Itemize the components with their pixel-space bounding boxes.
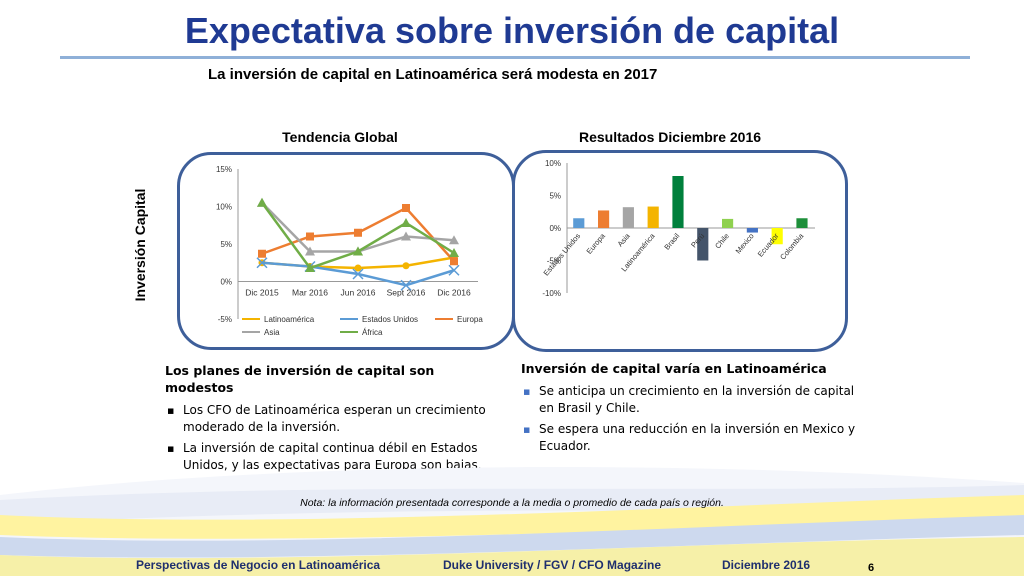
x-tick-label: Europa	[585, 231, 608, 256]
bar	[771, 228, 783, 245]
y-axis-label: Inversión Capital	[132, 188, 148, 302]
x-tick-label: Dic 2016	[437, 288, 471, 298]
footer-right: Diciembre 2016	[722, 558, 811, 572]
bar-chart: -10%-5%0%5%10%Estados Unidos Europa AsiaLa…	[542, 159, 815, 298]
data-point	[354, 264, 362, 272]
data-point	[305, 246, 315, 256]
left-bullet-block: Los planes de inversión de capital son m…	[165, 362, 495, 478]
x-tick-label: Mexico	[734, 232, 756, 256]
right-heading: Inversión de capital varía en Latinoamér…	[521, 361, 827, 376]
data-point	[258, 249, 266, 258]
bar-chart-frame: -10% -5% 0% 5% 10% Estados Unidos Europa Asia La…	[512, 150, 848, 352]
decorative-waves	[0, 467, 1024, 576]
data-point	[305, 263, 315, 272]
slide-title: Expectativa sobre inversión de capital	[184, 10, 840, 51]
data-point	[353, 246, 363, 256]
y-tick-label: -10%	[542, 289, 561, 298]
data-point	[400, 279, 412, 291]
legend-label: Estados Unidos	[362, 315, 418, 324]
footnote: Nota: la información presentada correspo…	[300, 497, 724, 509]
y-tick-label: -5%	[218, 315, 232, 324]
data-point	[257, 197, 267, 207]
x-tick-label: Ecuador	[756, 231, 781, 259]
x-tick-label: Sept 2016	[387, 288, 426, 298]
y-tick-label: 10%	[216, 203, 232, 212]
x-tick-label: Mar 2016	[292, 288, 328, 298]
bar	[746, 228, 758, 233]
y-tick-label: 0%	[549, 224, 561, 233]
footer-center: Duke University / FGV / CFO Magazine	[443, 558, 662, 572]
y-tick-label: 15%	[216, 165, 232, 174]
y-tick-label: 10%	[545, 159, 561, 168]
data-point	[401, 218, 411, 227]
y-tick-label: 5%	[549, 192, 561, 201]
data-point	[448, 264, 460, 276]
line-chart-frame: -5% 0% 5% 10% 15% Dic 2015 Mar 2016 Jun 2016 Sep…	[177, 152, 515, 350]
legend-label: África	[362, 328, 383, 337]
y-tick-label: -5%	[547, 257, 561, 266]
y-tick-label: 5%	[220, 240, 232, 249]
bar	[647, 206, 659, 228]
bar	[622, 207, 634, 228]
x-tick-label: Estados Unidos	[542, 231, 583, 277]
data-point	[306, 232, 314, 241]
data-point	[401, 231, 411, 241]
page-number: 6	[868, 562, 875, 574]
bar	[573, 218, 585, 228]
legend-label: Latinoamérica	[264, 315, 315, 324]
line-chart-title: Tendencia Global	[282, 129, 398, 145]
bar	[796, 218, 808, 228]
bar	[672, 176, 684, 228]
slide-subtitle: La inversión de capital en Latinoamérica…	[208, 66, 658, 83]
x-tick-label: Jun 2016	[341, 288, 376, 298]
data-point	[402, 204, 410, 212]
x-tick-label: Chile	[713, 232, 731, 251]
data-point	[354, 228, 362, 237]
line-chart: -5% 0% 5% 10% 15% Dic 2015 Mar 2016 Jun 2016 Sep…	[216, 165, 483, 337]
left-heading: Los planes de inversión de capital son m…	[165, 363, 435, 395]
data-point	[449, 248, 459, 257]
x-tick-label: Brasil	[662, 231, 681, 251]
data-point	[450, 257, 458, 266]
right-bullet: Se espera una reducción en la inversión …	[523, 421, 861, 455]
footer-left: Perspectivas de Negocio en Latinoamérica	[136, 558, 381, 572]
data-point	[256, 257, 268, 269]
y-tick-label: 0%	[220, 278, 232, 287]
x-tick-label: Dic 2015	[245, 288, 279, 298]
x-tick-label: Asia	[615, 231, 632, 249]
bar-chart-title: Resultados Diciembre 2016	[578, 129, 762, 145]
right-bullet: Se anticipa un crecimiento en la inversi…	[523, 383, 861, 417]
bar	[697, 228, 709, 261]
legend-label: Asia	[264, 328, 280, 337]
data-point	[449, 235, 459, 245]
data-point	[402, 262, 410, 270]
title-divider	[60, 56, 970, 59]
bar	[598, 210, 610, 228]
left-bullet: Los CFO de Latinoamérica esperan un crec…	[167, 402, 495, 436]
legend-label: Europa	[457, 315, 483, 324]
right-bullet-block: Inversión de capital varía en Latinoamér…	[521, 360, 861, 459]
data-point	[352, 268, 364, 280]
left-bullet: La inversión de capital continua débil e…	[167, 440, 495, 474]
bar	[722, 218, 734, 228]
